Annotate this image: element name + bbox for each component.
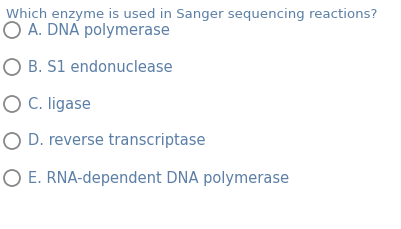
Text: E. RNA-dependent DNA polymerase: E. RNA-dependent DNA polymerase <box>28 171 288 185</box>
Text: B. S1 endonuclease: B. S1 endonuclease <box>28 60 172 74</box>
Text: A. DNA polymerase: A. DNA polymerase <box>28 22 170 38</box>
Text: C. ligase: C. ligase <box>28 96 91 112</box>
Text: D. reverse transcriptase: D. reverse transcriptase <box>28 134 205 148</box>
Text: Which enzyme is used in Sanger sequencing reactions?: Which enzyme is used in Sanger sequencin… <box>6 8 377 21</box>
